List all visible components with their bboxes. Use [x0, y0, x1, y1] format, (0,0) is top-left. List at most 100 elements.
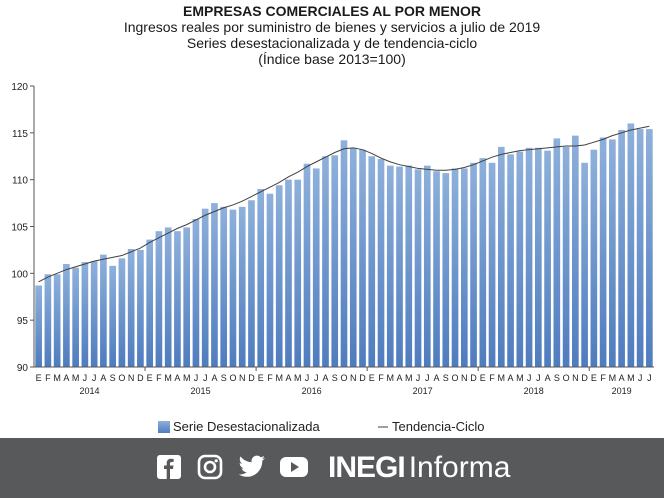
- x-month-label: J: [203, 373, 208, 383]
- bar-mark: [146, 239, 153, 367]
- bar-mark: [220, 206, 228, 367]
- x-month-label: A: [211, 373, 217, 383]
- bar-mark: [636, 129, 644, 367]
- x-month-label: J: [425, 373, 430, 383]
- x-month-label: E: [591, 373, 597, 383]
- x-month-label: N: [572, 373, 579, 383]
- title-block: EMPRESAS COMERCIALES AL POR MENOR Ingres…: [0, 0, 664, 67]
- x-month-label: E: [480, 373, 486, 383]
- x-month-label: N: [239, 373, 246, 383]
- brand-informa: Informa: [408, 451, 511, 484]
- x-month-label: J: [638, 373, 643, 383]
- bar-mark: [553, 138, 561, 367]
- x-month-label: F: [489, 373, 495, 383]
- x-month-label: M: [498, 373, 506, 383]
- x-month-label: O: [340, 373, 347, 383]
- bar-mark: [562, 146, 570, 367]
- x-month-label: D: [359, 373, 366, 383]
- y-tick-label: 115: [12, 129, 28, 140]
- x-month-label: S: [110, 373, 116, 383]
- x-month-label: J: [416, 373, 421, 383]
- bar-mark: [294, 179, 302, 367]
- x-month-label: M: [405, 373, 413, 383]
- bar-mark: [368, 156, 376, 367]
- bar-mark: [377, 159, 385, 367]
- x-month-label: M: [294, 373, 302, 383]
- x-month-label: A: [174, 373, 180, 383]
- bar-mark: [497, 146, 505, 367]
- bar-mark: [127, 248, 135, 367]
- x-month-label: E: [258, 373, 264, 383]
- x-month-label: F: [267, 373, 273, 383]
- x-month-label: O: [229, 373, 236, 383]
- x-month-label: A: [508, 373, 514, 383]
- bar-mark: [257, 189, 265, 367]
- bar-mark: [470, 162, 477, 367]
- x-month-label: A: [434, 373, 440, 383]
- bar-mark: [386, 165, 394, 367]
- bar-mark: [174, 231, 181, 367]
- x-month-label: D: [470, 373, 477, 383]
- bar-mark: [72, 267, 79, 367]
- x-month-label: J: [83, 373, 88, 383]
- x-year-label: 2018: [524, 386, 544, 396]
- x-month-label: J: [92, 373, 97, 383]
- bar-mark: [479, 158, 487, 367]
- bar-mark: [627, 123, 635, 367]
- x-month-label: A: [100, 373, 106, 383]
- x-month-label: A: [285, 373, 291, 383]
- bar-mark: [423, 165, 431, 367]
- bar-mark: [44, 274, 52, 367]
- x-month-label: F: [600, 373, 606, 383]
- chart-subtitle-3: (Índice base 2013=100): [258, 51, 406, 67]
- instagram-icon[interactable]: [195, 452, 225, 482]
- facebook-icon[interactable]: [154, 452, 184, 482]
- bar-mark: [100, 254, 107, 367]
- y-tick-label: 120: [11, 82, 28, 93]
- x-month-label: F: [156, 373, 162, 383]
- bar-mark: [516, 151, 524, 367]
- bar-mark: [81, 262, 89, 367]
- x-month-label: M: [387, 373, 395, 383]
- bar-mark: [164, 227, 172, 367]
- bar-mark: [599, 137, 607, 367]
- x-month-label: N: [128, 373, 135, 383]
- x-year-label: 2015: [191, 386, 211, 396]
- x-month-label: J: [314, 373, 319, 383]
- x-month-label: D: [137, 373, 144, 383]
- x-month-label: M: [609, 373, 617, 383]
- bar-mark: [433, 171, 440, 367]
- bar-mark: [507, 154, 514, 367]
- brand-inegi: INEGI: [328, 451, 406, 484]
- x-month-label: S: [221, 373, 227, 383]
- bar-mark: [442, 173, 450, 367]
- x-month-label: D: [581, 373, 588, 383]
- youtube-icon[interactable]: [279, 452, 309, 482]
- trend-line: [38, 125, 650, 283]
- bar-mark: [183, 227, 191, 367]
- bar-mark: [201, 208, 209, 367]
- bar-mark: [90, 261, 98, 367]
- x-month-label: M: [627, 373, 635, 383]
- x-month-label: O: [118, 373, 125, 383]
- twitter-icon[interactable]: [237, 452, 267, 482]
- bar-mark: [275, 185, 283, 367]
- chart-subtitle-1: Ingresos reales por suministro de bienes…: [123, 19, 541, 35]
- bar-mark: [488, 162, 496, 367]
- x-month-label: D: [248, 373, 255, 383]
- x-month-label: N: [461, 373, 468, 383]
- bar-mark: [63, 263, 70, 367]
- bar-mark: [53, 274, 61, 367]
- bar-mark: [155, 231, 163, 367]
- x-year-label: 2019: [612, 386, 632, 396]
- bar-mark: [609, 139, 616, 367]
- y-tick-label: 110: [12, 176, 28, 187]
- x-month-label: O: [563, 373, 570, 383]
- bar-mark: [460, 168, 468, 367]
- x-year-label: 2017: [413, 386, 433, 396]
- bar-mark: [322, 156, 329, 367]
- x-month-label: A: [397, 373, 403, 383]
- x-month-label: S: [332, 373, 338, 383]
- bar-mark: [572, 135, 579, 367]
